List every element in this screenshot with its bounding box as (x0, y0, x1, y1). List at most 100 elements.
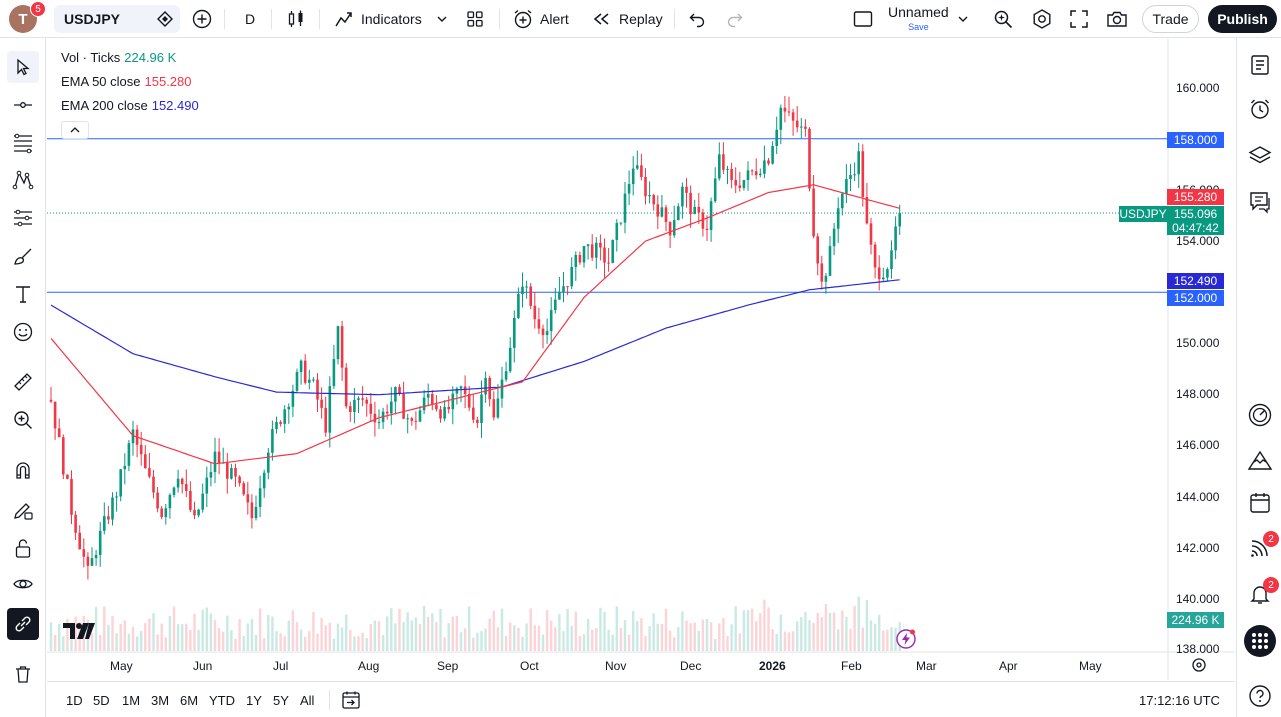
chart-type-button[interactable] (286, 0, 306, 38)
layout-menu-button[interactable] (957, 0, 969, 38)
volume-bar (734, 606, 737, 651)
timeframe-5y-button[interactable]: 5Y (273, 693, 289, 708)
ideas-stream-button[interactable] (1243, 443, 1277, 477)
axis-settings-button[interactable] (1191, 657, 1207, 678)
go-to-date-button[interactable] (341, 690, 361, 715)
level-152-tag[interactable]: 152.000 (1167, 290, 1224, 306)
level-158-tag[interactable]: 158.000 (1167, 132, 1224, 148)
volume-bar (455, 615, 459, 651)
layout-select-checkbox[interactable] (853, 0, 873, 38)
sync-drawings-tool[interactable] (7, 608, 39, 640)
volume-bar (525, 623, 528, 651)
price-chart[interactable] (47, 39, 1235, 680)
utc-clock[interactable]: 17:12:16 UTC (1139, 693, 1220, 708)
timeframe-1m-button[interactable]: 1M (122, 693, 141, 708)
brush-tool[interactable] (7, 240, 39, 272)
volume-bar (287, 620, 290, 651)
volume-bar (541, 634, 545, 651)
fib-tool[interactable] (7, 127, 39, 159)
ema200-legend[interactable]: EMA 200 close 152.490 (61, 98, 199, 113)
candle-body (303, 360, 307, 383)
lock-drawings-tool[interactable] (7, 532, 39, 564)
object-tree-button[interactable] (1243, 139, 1277, 173)
news-stream-button[interactable] (1243, 531, 1277, 565)
watchlist-button[interactable] (1243, 48, 1277, 82)
hide-drawings-tool[interactable] (7, 568, 39, 600)
alert-button[interactable]: Alert (512, 0, 569, 38)
candle-body (640, 165, 643, 178)
indicators-button[interactable]: Indicators (334, 0, 448, 38)
candle-body (394, 386, 397, 402)
timeframe-ytd-button[interactable]: YTD (209, 693, 235, 708)
right-widget-bar: 2 2 (1236, 38, 1281, 717)
candle-body (615, 223, 619, 240)
delete-drawings-tool[interactable] (7, 658, 39, 690)
candle-body (701, 212, 705, 229)
candle-body (443, 406, 446, 419)
time-axis-label: Jun (193, 659, 213, 673)
settings-button[interactable] (1031, 0, 1053, 38)
volume-bar (837, 629, 840, 651)
symbol-search-button[interactable]: USDJPY (54, 5, 180, 33)
gear-icon (1033, 9, 1051, 29)
pattern-tool[interactable] (7, 164, 39, 196)
volume-bar (197, 629, 200, 651)
stay-in-drawing-tool[interactable] (7, 494, 39, 526)
volume-bar (492, 610, 495, 651)
fullscreen-button[interactable] (1069, 0, 1089, 38)
zoom-tool[interactable] (7, 404, 39, 436)
ema50-legend[interactable]: EMA 50 close 155.280 (61, 74, 192, 89)
magnet-tool[interactable] (7, 454, 39, 486)
timeframe-5d-button[interactable]: 5D (93, 693, 110, 708)
cursor-tool[interactable] (7, 51, 39, 83)
volume-legend[interactable]: Vol · Ticks 224.96 K (61, 50, 176, 65)
timeframe-3m-button[interactable]: 3M (151, 693, 170, 708)
flash-news-button[interactable] (895, 628, 917, 655)
redo-button[interactable] (726, 0, 744, 38)
add-to-watchlist-icon[interactable] (157, 11, 173, 27)
candle-body (406, 418, 409, 420)
forecast-tool[interactable] (7, 202, 39, 234)
timeframe-all-button[interactable]: All (300, 693, 315, 708)
volume-bar (193, 613, 196, 651)
candle-body (205, 477, 209, 494)
timeframe-1y-button[interactable]: 1Y (246, 693, 262, 708)
undo-button[interactable] (688, 0, 706, 38)
candle-body (853, 174, 856, 176)
volume-bar (787, 632, 791, 651)
help-button[interactable] (1243, 679, 1277, 713)
alerts-panel-button[interactable] (1243, 92, 1277, 126)
chevron-down-icon[interactable] (436, 13, 448, 25)
compare-symbol-button[interactable] (192, 0, 212, 38)
volume-bar (230, 629, 233, 651)
publish-button[interactable]: Publish (1208, 5, 1277, 33)
timeframe-1d-button[interactable]: 1D (66, 693, 83, 708)
collapse-legend-button[interactable] (61, 121, 89, 139)
layouts-button[interactable] (466, 0, 484, 38)
volume-bar (189, 630, 192, 651)
save-link[interactable]: Save (908, 22, 929, 32)
quick-search-button[interactable] (992, 0, 1014, 38)
calendar-button[interactable] (1243, 486, 1277, 520)
candle-body (328, 386, 332, 433)
candle-body (566, 286, 569, 288)
chats-button[interactable] (1243, 185, 1277, 219)
layout-name-button[interactable]: Unnamed Save (888, 5, 949, 35)
tradingview-logo[interactable] (63, 622, 95, 645)
products-menu-button[interactable] (1243, 624, 1277, 658)
chart-pane[interactable]: Vol · Ticks 224.96 K EMA 50 close 155.280 … (47, 39, 1235, 680)
technicals-button[interactable] (1243, 398, 1277, 432)
interval-button[interactable]: D (245, 0, 255, 38)
snapshot-button[interactable] (1106, 0, 1128, 38)
timeframe-6m-button[interactable]: 6M (180, 693, 199, 708)
candle-body (877, 267, 881, 280)
emoji-tool[interactable] (7, 316, 39, 348)
trend-line-tool[interactable] (7, 89, 39, 121)
notifications-button[interactable] (1243, 577, 1277, 611)
volume-bar (144, 622, 147, 651)
replay-button[interactable]: Replay (592, 0, 663, 38)
text-tool[interactable] (7, 278, 39, 310)
trade-button[interactable]: Trade (1142, 5, 1199, 33)
volume-bar (574, 611, 577, 651)
measure-tool[interactable] (7, 366, 39, 398)
